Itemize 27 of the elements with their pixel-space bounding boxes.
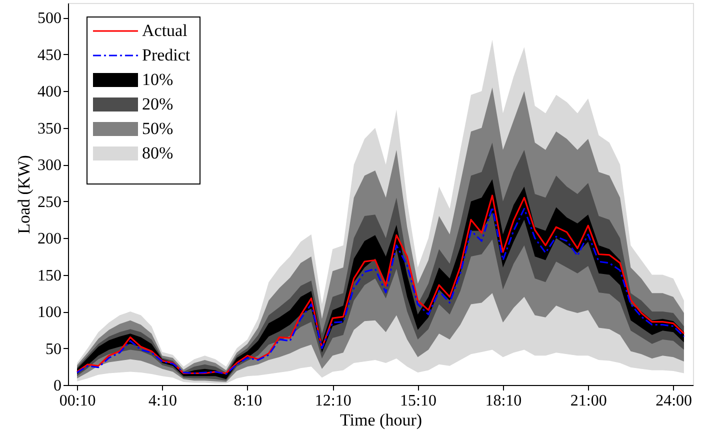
y-tick-label: 50 <box>46 340 62 358</box>
x-tick-label: 12:10 <box>314 392 352 410</box>
y-tick-label: 350 <box>38 120 62 138</box>
legend-label: 50% <box>142 119 174 138</box>
legend-label: 80% <box>142 144 174 162</box>
legend-label: 20% <box>142 94 174 114</box>
legend-label: Predict <box>142 46 190 64</box>
x-tick-label: 18:10 <box>485 392 522 410</box>
legend-label: 10% <box>142 70 174 89</box>
x-tick-label: 15:10 <box>400 392 436 410</box>
x-tick-label: 24:00 <box>656 392 692 410</box>
y-tick-label: 0 <box>54 378 62 394</box>
y-tick-label: 500 <box>38 10 62 28</box>
x-tick-label: 4:10 <box>148 392 177 410</box>
x-axis-title: Time (hour) <box>340 410 422 430</box>
y-tick-label: 100 <box>38 304 62 322</box>
x-tick-label: 8:10 <box>234 392 262 410</box>
y-axis-title: Load (KW) <box>14 155 34 234</box>
x-tick-label: 00:10 <box>59 392 96 410</box>
y-tick-label: 300 <box>38 157 62 174</box>
y-tick-label: 250 <box>38 194 62 211</box>
y-tick-label: 200 <box>38 230 62 248</box>
y-tick-label: 150 <box>38 267 62 284</box>
x-tick-label: 21:00 <box>570 392 607 410</box>
y-tick-label: 450 <box>38 46 62 64</box>
legend-label: Actual <box>142 21 188 40</box>
y-tick-label: 400 <box>38 84 62 101</box>
